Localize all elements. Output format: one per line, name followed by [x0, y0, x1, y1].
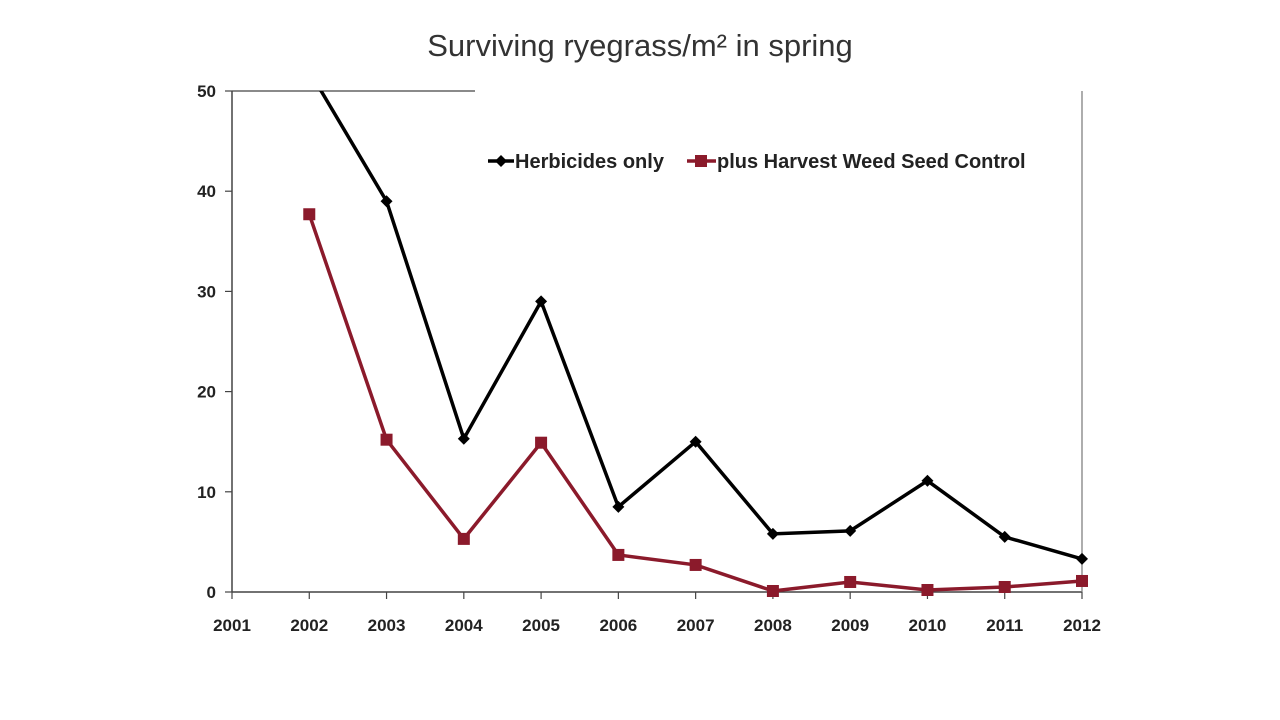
series-2-point: [457, 532, 470, 545]
x-tick-label: 2009: [831, 616, 869, 635]
y-tick-label: 30: [197, 282, 216, 301]
x-tick-label: 2003: [368, 616, 406, 635]
x-tick-label: 2010: [909, 616, 947, 635]
legend-marker-2: [695, 155, 707, 167]
series-2-point: [844, 575, 857, 588]
legend-label-1: Herbicides only: [515, 151, 665, 173]
series-1-point: [612, 500, 625, 513]
series-1-point: [921, 474, 934, 487]
x-tick-label: 2004: [445, 616, 483, 635]
y-tick-label: 40: [197, 182, 216, 201]
markers-layer: [303, 195, 1088, 597]
series-2-point: [998, 580, 1011, 593]
x-tick-label: 2001: [213, 616, 251, 635]
series-2-point: [689, 558, 702, 571]
chart-title: Surviving ryegrass/m² in spring: [427, 28, 853, 63]
series-2-point: [921, 583, 934, 596]
legend: Herbicides only plus Harvest Weed Seed Co…: [488, 151, 1026, 173]
series-1-point: [380, 195, 393, 208]
series-2-point: [1076, 574, 1088, 587]
series-1-point: [766, 527, 779, 540]
series-2-point: [380, 433, 393, 446]
legend-marker-1: [495, 155, 507, 167]
x-tick-label: 2011: [986, 616, 1023, 635]
x-tick-label: 2006: [599, 616, 637, 635]
series-1-point: [535, 295, 548, 308]
series-2-point: [766, 584, 779, 597]
y-tick-label: 0: [207, 583, 216, 602]
x-tick-label: 2008: [754, 616, 792, 635]
series-1-point: [998, 530, 1011, 543]
series-line-2: [307, 213, 1082, 592]
y-tick-label: 20: [197, 383, 216, 402]
series-2-point: [535, 436, 548, 449]
series-2-point: [303, 208, 316, 221]
legend-label-2: plus Harvest Weed Seed Control: [717, 151, 1026, 173]
axes: 0 10 20 30 40 50 2001 2002 2003 2004 2005 2006 2007 2…: [197, 82, 1101, 635]
series-2-point: [612, 548, 625, 561]
series-1-point: [844, 524, 857, 537]
x-tick-label: 2007: [677, 616, 715, 635]
series-layer: [307, 91, 1082, 592]
x-tick-label: 2005: [522, 616, 560, 635]
y-tick-label: 50: [197, 82, 216, 101]
x-tick-label: 2002: [290, 616, 328, 635]
x-tick-label: 2012: [1063, 616, 1101, 635]
y-tick-label: 10: [197, 483, 216, 502]
series-1-point: [457, 432, 470, 445]
series-1-point: [1076, 552, 1088, 565]
series-1-point: [689, 435, 702, 448]
series-line-1: [319, 91, 1082, 561]
